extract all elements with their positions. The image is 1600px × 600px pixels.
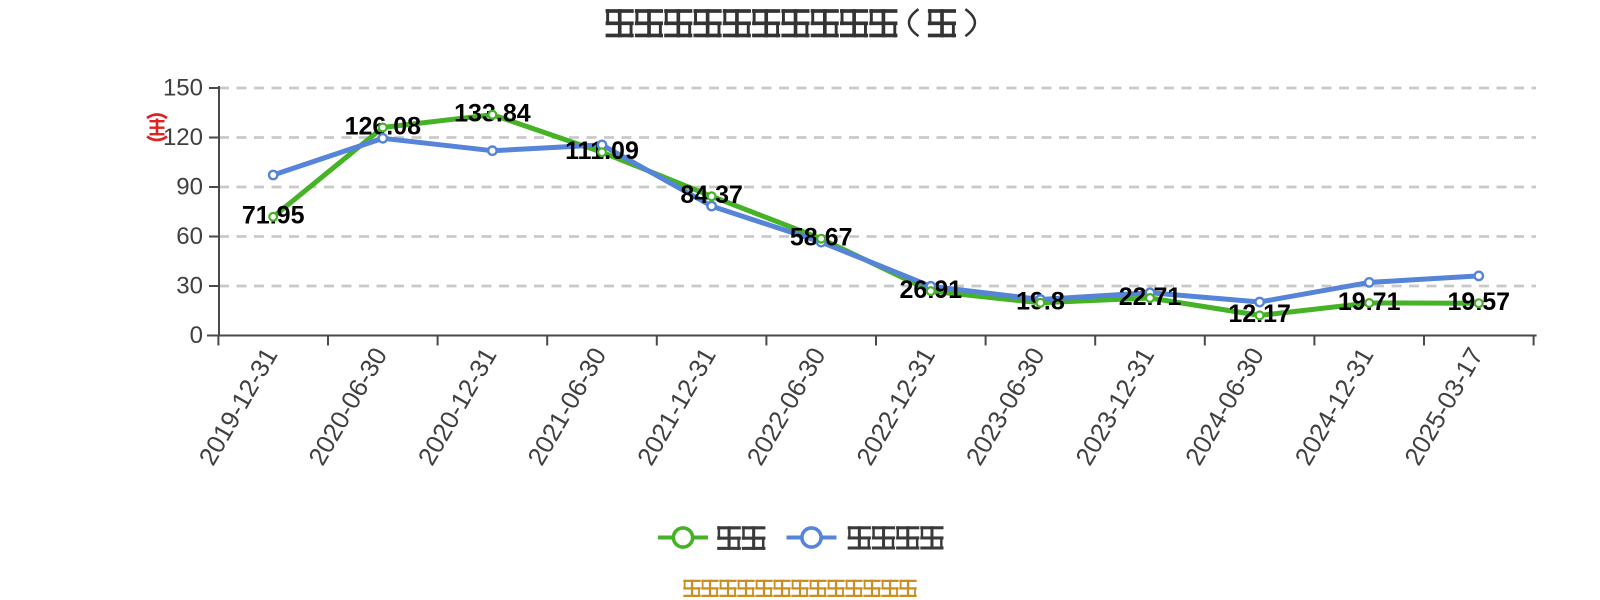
svg-text:2025-03-17: 2025-03-17 (1400, 343, 1489, 470)
svg-text:2023-06-30: 2023-06-30 (961, 343, 1050, 470)
svg-text:150: 150 (163, 75, 203, 102)
svg-text:2021-06-30: 2021-06-30 (523, 343, 612, 470)
svg-text:2020-06-30: 2020-06-30 (304, 343, 393, 470)
svg-text:2022-06-30: 2022-06-30 (742, 343, 831, 470)
svg-text:2020-12-31: 2020-12-31 (413, 343, 502, 470)
svg-text:2022-12-31: 2022-12-31 (852, 343, 941, 470)
svg-text:2021-12-31: 2021-12-31 (632, 343, 721, 470)
svg-text:60: 60 (176, 223, 203, 250)
svg-text:2024-12-31: 2024-12-31 (1290, 343, 1379, 470)
svg-text:0: 0 (190, 322, 203, 349)
svg-text:90: 90 (176, 174, 203, 201)
svg-text:120: 120 (163, 124, 203, 151)
svg-text:2019-12-31: 2019-12-31 (194, 343, 283, 470)
svg-text:30: 30 (176, 273, 203, 300)
svg-text:2024-06-30: 2024-06-30 (1180, 343, 1269, 470)
svg-text:2023-12-31: 2023-12-31 (1071, 343, 1160, 470)
